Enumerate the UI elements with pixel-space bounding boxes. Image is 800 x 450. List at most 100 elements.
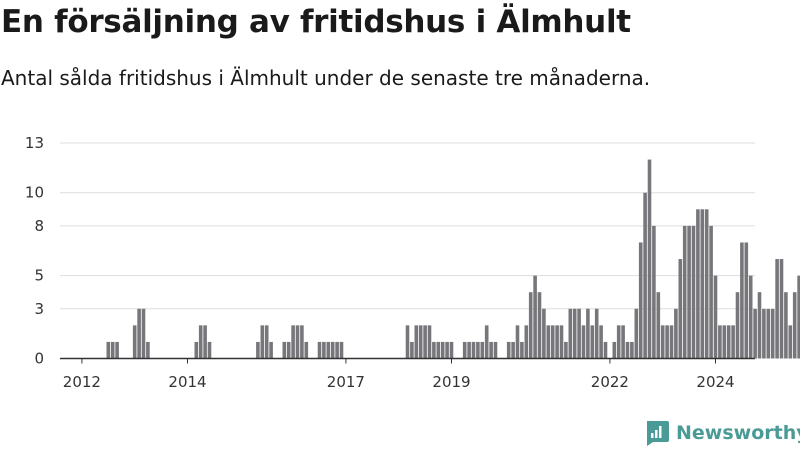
bar bbox=[599, 325, 603, 359]
bar bbox=[326, 341, 331, 359]
bar bbox=[533, 275, 537, 359]
bar bbox=[520, 341, 524, 359]
bar bbox=[735, 292, 740, 359]
bar bbox=[559, 325, 564, 359]
y-tick-label: 8 bbox=[34, 217, 44, 235]
bar bbox=[630, 341, 634, 359]
bar bbox=[568, 308, 573, 359]
x-axis: 2012 2014 2017 2019 2022 2024 bbox=[60, 357, 755, 391]
bar bbox=[696, 209, 700, 359]
bar bbox=[528, 292, 533, 359]
y-tick-label: 10 bbox=[25, 184, 44, 202]
bar bbox=[282, 341, 287, 359]
bar bbox=[484, 325, 489, 359]
bar bbox=[405, 325, 410, 359]
bar bbox=[445, 341, 449, 359]
bar bbox=[700, 209, 705, 359]
bar bbox=[581, 325, 586, 359]
y-tick-label: 13 bbox=[25, 134, 44, 152]
bar bbox=[511, 341, 515, 359]
bar bbox=[410, 341, 414, 359]
bar bbox=[269, 341, 273, 359]
bars bbox=[106, 159, 800, 359]
bar bbox=[674, 308, 678, 359]
bar bbox=[682, 225, 687, 359]
bar bbox=[590, 325, 595, 359]
bar bbox=[449, 341, 454, 359]
bar bbox=[586, 308, 590, 359]
bar bbox=[731, 325, 735, 359]
bar bbox=[467, 341, 471, 359]
bar bbox=[577, 308, 581, 359]
brand[interactable]: Newsworthy bbox=[644, 420, 800, 446]
x-tick-label: 2012 bbox=[63, 373, 101, 391]
bar bbox=[260, 325, 265, 359]
bar bbox=[194, 341, 199, 359]
bar bbox=[300, 325, 304, 359]
bar bbox=[476, 341, 480, 359]
bar bbox=[440, 341, 445, 359]
bar bbox=[775, 259, 779, 359]
bar bbox=[722, 325, 727, 359]
bar bbox=[339, 341, 344, 359]
bar bbox=[643, 192, 647, 359]
y-tick-label: 5 bbox=[34, 267, 44, 285]
bar bbox=[295, 325, 300, 359]
bar bbox=[740, 242, 744, 359]
bar bbox=[652, 225, 656, 359]
bar bbox=[322, 341, 326, 359]
bar bbox=[432, 341, 436, 359]
bar bbox=[709, 225, 713, 359]
bar bbox=[550, 325, 555, 359]
bar bbox=[744, 242, 749, 359]
bar bbox=[603, 341, 608, 359]
y-tick-label: 3 bbox=[34, 300, 44, 318]
bar bbox=[542, 308, 546, 359]
bar bbox=[462, 341, 467, 359]
bar bbox=[621, 325, 625, 359]
bar bbox=[572, 308, 577, 359]
bar bbox=[524, 325, 529, 359]
bar bbox=[506, 341, 511, 359]
bar bbox=[753, 308, 757, 359]
bar bbox=[687, 225, 691, 359]
x-tick-label: 2017 bbox=[327, 373, 365, 391]
newsworthy-logo-icon bbox=[647, 421, 669, 446]
bar bbox=[762, 308, 766, 359]
bar bbox=[546, 325, 551, 359]
bar bbox=[704, 209, 709, 359]
bar bbox=[691, 225, 696, 359]
bar bbox=[106, 341, 111, 359]
bar bbox=[304, 341, 309, 359]
bar bbox=[418, 325, 423, 359]
bar bbox=[317, 341, 322, 359]
bar bbox=[612, 341, 617, 359]
bar bbox=[757, 292, 762, 359]
bar bbox=[291, 325, 295, 359]
bar bbox=[616, 325, 621, 359]
bar bbox=[537, 292, 542, 359]
bar bbox=[718, 325, 722, 359]
bar bbox=[660, 325, 665, 359]
x-tick-label: 2024 bbox=[696, 373, 734, 391]
bar bbox=[634, 308, 639, 359]
bar bbox=[115, 341, 119, 359]
brand-name: Newsworthy bbox=[676, 422, 800, 444]
bar bbox=[625, 341, 630, 359]
bar bbox=[471, 341, 476, 359]
bar bbox=[335, 341, 339, 359]
bar bbox=[256, 341, 260, 359]
bar bbox=[594, 308, 599, 359]
x-tick-label: 2022 bbox=[591, 373, 629, 391]
y-tick-label: 0 bbox=[34, 350, 44, 368]
x-tick-label: 2019 bbox=[432, 373, 470, 391]
bar bbox=[665, 325, 669, 359]
bar bbox=[198, 325, 203, 359]
bar bbox=[647, 159, 652, 359]
bar bbox=[137, 308, 141, 359]
bar bbox=[207, 341, 212, 359]
bar bbox=[423, 325, 427, 359]
bar bbox=[489, 341, 493, 359]
bar bbox=[493, 341, 498, 359]
